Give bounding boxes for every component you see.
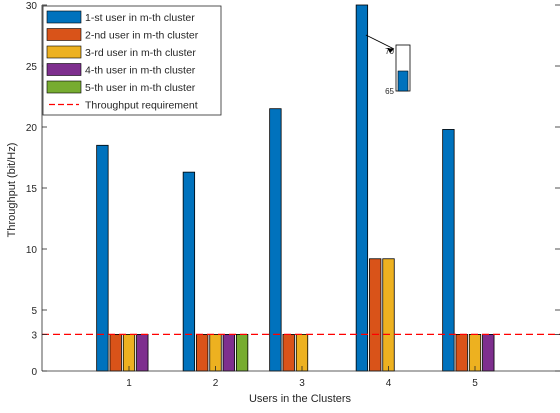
x-tick-label: 4 (386, 378, 392, 389)
bar-cat2-series2 (196, 333, 209, 372)
legend-label-reference: Throughput requirement (85, 100, 198, 112)
y-tick-label: 25 (26, 62, 38, 73)
legend-swatch-series5 (46, 80, 82, 94)
bar-cat2-series1 (182, 171, 196, 372)
bar-cat1-series4 (136, 333, 149, 372)
y-tick-label: 20 (26, 123, 38, 134)
y-tick-label: 5 (31, 306, 37, 317)
bar-cat5-series2 (455, 333, 468, 372)
legend-swatch-series3 (46, 45, 82, 59)
y-tick-label: 10 (26, 245, 38, 256)
inset-tick-label: 65 (385, 87, 394, 96)
x-axis-label: Users in the Clusters (249, 393, 352, 405)
inset-bar (397, 70, 409, 92)
axes-layer: 0 3 5 10 15 20 25 30 1 2 3 4 5 (26, 1, 560, 389)
bar-cat2-series3 (209, 333, 222, 372)
zoom-inset: 7065 (365, 34, 411, 96)
legend-box (42, 5, 222, 116)
bar-cat4-series1 (355, 4, 369, 372)
y-tick-label: 0 (31, 367, 37, 378)
bar-cat4-series3 (382, 258, 395, 372)
y-tick-label: 15 (26, 184, 38, 195)
x-tick-label: 3 (299, 378, 305, 389)
legend-swatch-series2 (46, 28, 82, 41)
bar-cat2-series5 (235, 333, 249, 372)
x-tick-label: 5 (472, 378, 478, 389)
bars-layer (96, 4, 495, 372)
y-axis-label: Throughput (bit/Hz) (6, 143, 18, 238)
bar-cat2-series4 (222, 333, 235, 372)
bar-cat5-series4 (482, 333, 495, 372)
y-tick-label: 30 (26, 1, 38, 12)
legend-label-series5: 5-th user in m-th cluster (85, 82, 196, 94)
bar-cat3-series2 (282, 333, 295, 372)
legend: 1-st user in m-th cluster 2-nd user in m-… (42, 5, 222, 116)
bar-cat1-series3 (122, 333, 136, 372)
bar-cat1-series2 (109, 333, 122, 372)
legend-swatch-series1 (46, 10, 82, 24)
legend-label-series2: 2-nd user in m-th cluster (85, 30, 199, 42)
legend-label-series4: 4-th user in m-th cluster (85, 65, 196, 77)
legend-swatch-series4 (46, 63, 82, 76)
legend-label-series3: 3-rd user in m-th cluster (85, 47, 196, 59)
bar-cat3-series1 (269, 108, 282, 372)
inset-pointer-arrow (365, 34, 395, 50)
x-tick-label: 1 (126, 378, 132, 389)
bar-cat3-series3 (295, 333, 309, 372)
legend-label-series1: 1-st user in m-th cluster (85, 12, 195, 24)
inset-arrow-head (387, 48, 394, 53)
y-tick-label: 3 (31, 330, 37, 341)
x-tick-label: 2 (213, 378, 219, 389)
bar-cat5-series3 (468, 333, 482, 372)
bar-cat1-series1 (96, 144, 109, 372)
bar-cat4-series2 (369, 258, 382, 372)
